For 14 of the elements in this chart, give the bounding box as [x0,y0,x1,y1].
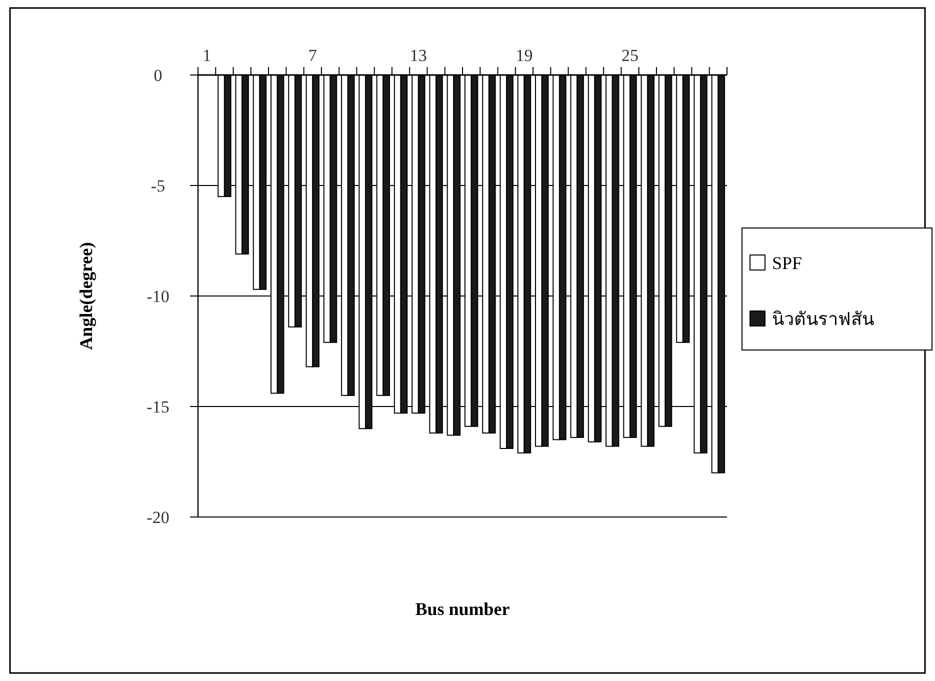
x-tick-label: 13 [410,46,427,65]
y-tick-label: -5 [150,176,166,196]
x-tick-label: 19 [516,46,533,65]
y-tick-label: 0 [154,66,162,85]
y-tick-label: -20 [146,508,170,527]
x-tick-label: 7 [308,46,318,65]
y-tick-label: -15 [146,398,170,416]
x-axis-title: Bus number [415,599,510,619]
x-tick-label: 1 [202,46,212,65]
legend-label: SPF [772,253,802,273]
x-tick-label: 25 [622,46,639,65]
y-tick-label: -10 [146,287,170,306]
legend-label: นิวตันราฟสัน [772,309,874,329]
y-axis-title: Angle(degree) [76,242,96,350]
